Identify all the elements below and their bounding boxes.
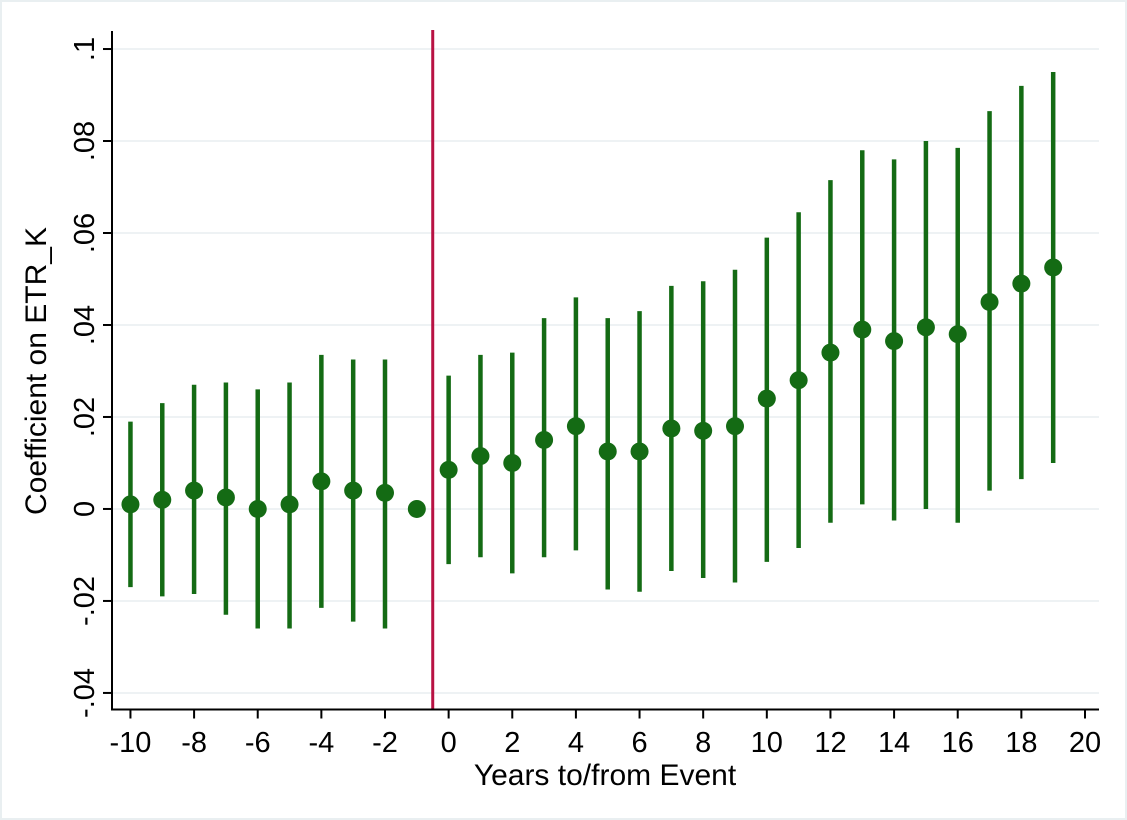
x-tick-label: 6 xyxy=(631,727,647,759)
coef-dot xyxy=(185,481,204,500)
y-tick-label: -.02 xyxy=(69,576,101,626)
coef-dot xyxy=(121,495,140,514)
x-tick-label: -10 xyxy=(109,727,151,759)
x-tick-label: 20 xyxy=(1069,727,1101,759)
coef-dot xyxy=(598,442,617,461)
x-tick-label: 0 xyxy=(441,727,457,759)
x-tick-label: 16 xyxy=(942,727,974,759)
data-layer xyxy=(121,72,1063,629)
x-tick-label: 14 xyxy=(878,727,910,759)
coef-dot xyxy=(630,442,649,461)
x-tick-label: 2 xyxy=(504,727,520,759)
coef-dot xyxy=(248,499,267,518)
x-tick-label: -6 xyxy=(245,727,271,759)
x-axis-title: Years to/from Event xyxy=(474,759,737,792)
coef-dot xyxy=(471,447,490,466)
coef-dot xyxy=(662,419,681,438)
coef-dot xyxy=(694,421,713,440)
x-tick-label: 18 xyxy=(1005,727,1037,759)
coef-dot xyxy=(312,472,331,491)
coef-dot xyxy=(439,460,458,479)
coef-dot xyxy=(1012,274,1031,293)
coef-dot xyxy=(376,483,394,502)
coef-dot xyxy=(916,318,935,337)
coef-dot xyxy=(757,389,776,408)
coef-dot xyxy=(726,417,744,436)
x-tick-label: -8 xyxy=(181,727,207,759)
y-tick-label: .04 xyxy=(69,305,101,345)
coef-dot xyxy=(216,488,235,507)
x-tick-label: -2 xyxy=(372,727,398,759)
coef-dot xyxy=(885,332,904,351)
y-tick-label: .08 xyxy=(69,121,101,161)
y-tick-label: .02 xyxy=(69,397,101,437)
coef-dot xyxy=(1044,258,1063,277)
coef-dot xyxy=(503,453,522,472)
y-tick-label: .06 xyxy=(69,213,101,253)
coef-dot xyxy=(789,371,808,390)
x-tick-label: -4 xyxy=(308,727,334,759)
coef-dot xyxy=(280,495,299,514)
coef-dot xyxy=(407,499,426,518)
coef-dot xyxy=(344,481,363,500)
coef-dot xyxy=(853,320,872,339)
coef-dot xyxy=(153,490,172,509)
coef-dot xyxy=(535,430,554,449)
x-tick-label: 4 xyxy=(568,727,584,759)
coef-dot xyxy=(980,292,999,311)
y-tick-label: 0 xyxy=(69,501,101,517)
x-tick-label: 8 xyxy=(695,727,711,759)
y-axis-title: Coefficient on ETR_K xyxy=(20,227,53,515)
coef-dot xyxy=(821,343,840,362)
y-tick-label: .1 xyxy=(69,37,101,61)
y-tick-label: -.04 xyxy=(69,668,101,718)
axis-layer: .1 .08 .06 .04 .02 0 -.02 -.04-10 -8 -6 -4 -2 0 2 4 6 8 1… xyxy=(69,31,1101,759)
x-tick-label: 10 xyxy=(751,727,783,759)
coef-dot xyxy=(566,417,585,436)
coef-dot xyxy=(948,325,967,344)
x-tick-label: 12 xyxy=(814,727,846,759)
